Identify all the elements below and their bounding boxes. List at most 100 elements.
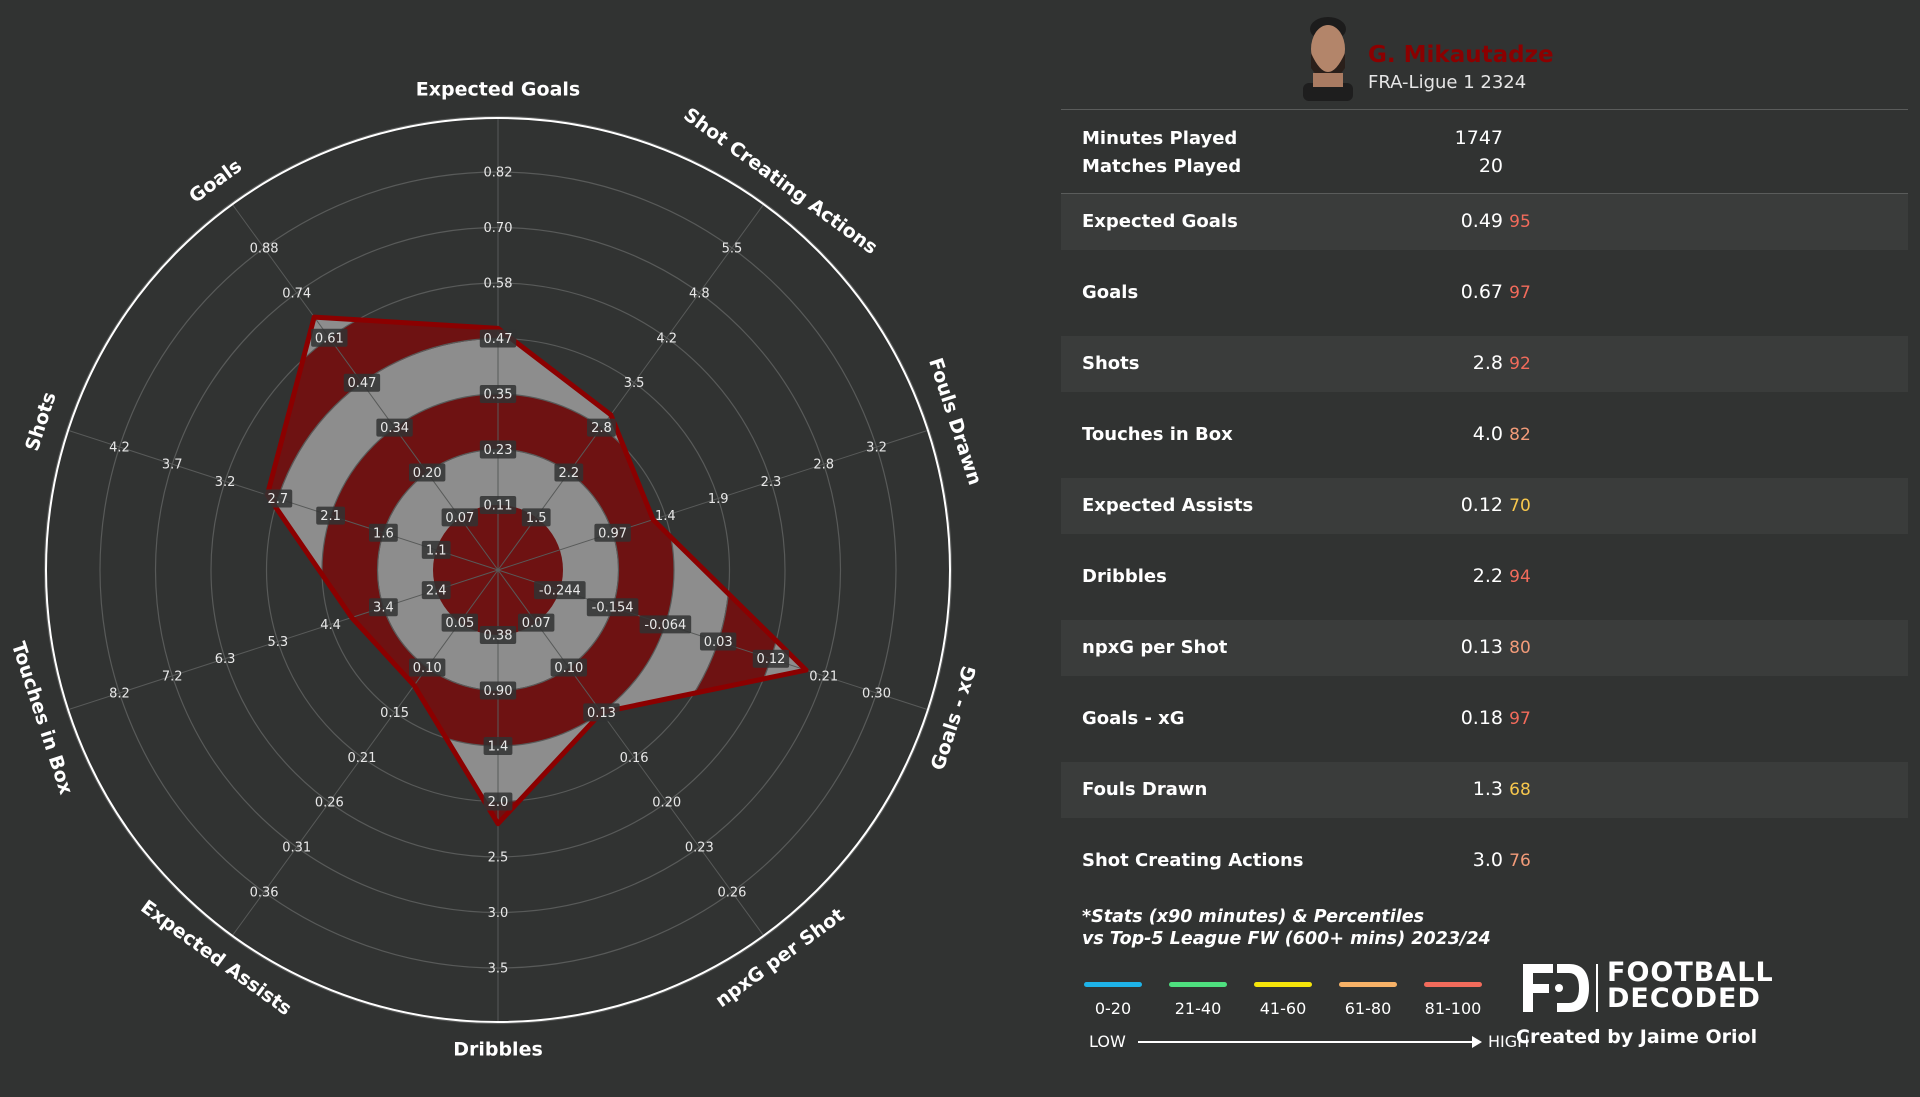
stat-percentile: 97 xyxy=(1509,283,1531,303)
stat-value: 3.0 xyxy=(1472,849,1503,871)
player-polygon xyxy=(264,314,809,827)
tick-label-text: 0.13 xyxy=(587,706,616,721)
tick-label-text: 1.6 xyxy=(373,526,394,541)
tick-label: 3.2 xyxy=(866,441,887,456)
stat-row: Expected Goals 0.49 95 xyxy=(1061,194,1908,250)
tick-label-bg xyxy=(587,418,616,437)
grid-spoke xyxy=(497,429,930,571)
tick-label-text: 3.0 xyxy=(488,906,509,921)
tick-label: 8.2 xyxy=(109,686,130,701)
tick-label-text: 0.10 xyxy=(554,661,583,676)
brand-wordmark: FOOTBALL DECODED xyxy=(1607,959,1774,1014)
tick-label: 2.8 xyxy=(813,458,834,473)
scale-item: 41-60 xyxy=(1243,982,1323,1018)
stat-value: 0.12 xyxy=(1460,494,1503,516)
stat-percentile: 70 xyxy=(1509,496,1531,516)
tick-label: 0.88 xyxy=(250,242,279,257)
tick-label-text: 0.70 xyxy=(484,221,513,236)
tick-label-bg xyxy=(343,373,381,392)
tick-label-text: 0.10 xyxy=(413,661,442,676)
tick-label-text: 0.90 xyxy=(484,684,513,699)
tick-label: 0.31 xyxy=(282,841,311,856)
brand-line-2: DECODED xyxy=(1607,983,1761,1014)
tick-label: 0.58 xyxy=(484,277,513,292)
stats-panel: G. Mikautadze FRA-Ligue 1 2324 Minutes P… xyxy=(1061,0,1908,1097)
tick-label-text: 0.26 xyxy=(315,796,344,811)
scale-bar xyxy=(1339,982,1397,987)
tick-label-bg xyxy=(311,328,348,347)
scale-label: 21-40 xyxy=(1174,999,1222,1018)
scale-label: 41-60 xyxy=(1259,999,1307,1018)
tick-label-text: 0.03 xyxy=(704,635,733,650)
stat-row: Expected Assists 0.12 70 xyxy=(1061,478,1908,534)
tick-label: 5.3 xyxy=(267,635,288,650)
tick-label-bg xyxy=(594,523,631,542)
stat-percentile: 82 xyxy=(1509,425,1531,445)
tick-label-text: 2.0 xyxy=(488,795,509,810)
scale-bar xyxy=(1084,982,1142,987)
tick-label-bg xyxy=(441,508,478,527)
scale-label: 0-20 xyxy=(1094,999,1132,1018)
meta-value-minutes: 1747 xyxy=(1454,127,1503,149)
stat-percentile: 97 xyxy=(1509,709,1531,729)
tick-label-bg xyxy=(534,581,586,600)
tick-label-bg xyxy=(368,598,398,617)
tick-label-bg xyxy=(316,506,346,525)
tick-label: 4.8 xyxy=(689,286,710,301)
tick-label: 2.3 xyxy=(761,475,782,490)
tick-label: 1.6 xyxy=(368,523,398,542)
tick-label-text: 7.2 xyxy=(162,669,183,684)
stat-row: Touches in Box 4.0 82 xyxy=(1061,407,1908,463)
tick-label: 0.82 xyxy=(484,166,513,181)
tick-label-bg xyxy=(479,626,517,644)
tick-label-bg xyxy=(479,385,517,403)
radar-grid xyxy=(43,115,953,1025)
credit-text: Created by Jaime Oriol xyxy=(1516,1026,1758,1048)
tick-label: 1.4 xyxy=(655,509,676,524)
tick-label-text: 0.88 xyxy=(250,242,279,257)
player-avatar xyxy=(1303,17,1353,101)
tick-label-text: 0.58 xyxy=(484,277,513,292)
tick-label: 0.15 xyxy=(380,706,409,721)
tick-label-text: 0.47 xyxy=(347,376,376,391)
tick-label-text: 3.5 xyxy=(488,962,509,977)
tick-label-text: 0.20 xyxy=(413,466,442,481)
stat-label: Expected Goals xyxy=(1082,211,1238,232)
tick-label-bg xyxy=(699,632,737,651)
tick-label-text: 0.21 xyxy=(347,751,376,766)
tick-label: 0.07 xyxy=(518,613,555,632)
tick-label-text: -0.244 xyxy=(539,584,581,599)
tick-label-bg xyxy=(586,598,639,617)
stat-label: Goals xyxy=(1082,282,1139,303)
stat-label: Goals - xG xyxy=(1082,708,1185,729)
tick-label-bg xyxy=(376,418,413,437)
tick-label-bg xyxy=(752,649,790,668)
tick-label-text: 0.07 xyxy=(522,616,551,631)
tick-label: 0.07 xyxy=(441,508,478,527)
tick-label: -0.064 xyxy=(639,615,692,634)
tick-label-bg xyxy=(441,613,478,632)
tick-label-text: 0.15 xyxy=(380,706,409,721)
tick-label-bg xyxy=(639,615,692,634)
tick-label-text: 0.30 xyxy=(862,686,891,701)
tick-label: 0.21 xyxy=(809,669,838,684)
meta-value-matches: 20 xyxy=(1478,155,1503,177)
tick-label-text: 0.26 xyxy=(717,885,746,900)
tick-label-text: 3.2 xyxy=(215,475,236,490)
tick-label: 2.0 xyxy=(483,792,513,811)
tick-label: 3.0 xyxy=(488,906,509,921)
tick-label-text: 1.5 xyxy=(526,511,547,526)
footnote: *Stats (x90 minutes) & Percentiles vs To… xyxy=(1082,906,1491,950)
stat-percentile: 94 xyxy=(1509,567,1531,587)
scale-item: 21-40 xyxy=(1158,982,1238,1018)
tick-label: 4.4 xyxy=(320,618,341,633)
tick-label-text: 0.82 xyxy=(484,166,513,181)
stat-label: Shot Creating Actions xyxy=(1082,850,1304,871)
tick-label-text: 2.4 xyxy=(426,584,447,599)
tick-label-bg xyxy=(479,440,517,459)
tick-label-bg xyxy=(583,703,620,722)
tick-label-bg xyxy=(483,792,513,811)
tick-label: 2.7 xyxy=(263,489,293,508)
scale-item: 0-20 xyxy=(1073,982,1153,1018)
stat-row: npxG per Shot 0.13 80 xyxy=(1061,620,1908,676)
